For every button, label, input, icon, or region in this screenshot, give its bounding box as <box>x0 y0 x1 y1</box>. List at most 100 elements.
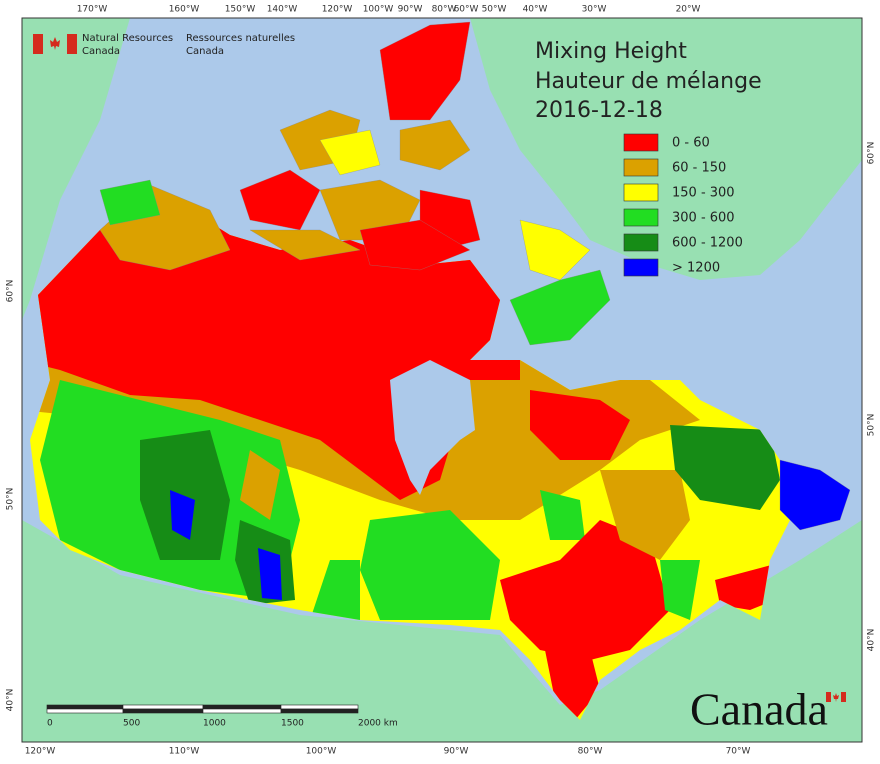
scale-bar: 0 500 1000 1500 2000 km <box>46 704 398 729</box>
map-frame <box>21 17 863 743</box>
legend-swatch <box>623 133 659 152</box>
agency-en: Natural Resources <box>82 33 173 44</box>
mixing-zone <box>530 390 630 460</box>
agency-fr: Canada <box>186 46 224 57</box>
island-zone <box>519 219 591 281</box>
wordmark: Canada <box>690 684 846 735</box>
flag-bar <box>33 34 43 54</box>
graticule-label: 40°W <box>523 5 548 15</box>
title: Hauteur de mélange <box>535 69 762 94</box>
scale-label: 500 <box>123 719 140 729</box>
map-body <box>22 18 862 742</box>
agency-en: Canada <box>82 46 120 57</box>
graticule-label: 140°W <box>267 5 298 15</box>
mixing-zone <box>500 520 670 660</box>
legend-label: > 1200 <box>672 261 720 276</box>
island-zone <box>399 119 471 171</box>
graticule-label: 80°W <box>432 5 457 15</box>
islands <box>99 21 851 531</box>
graticule-label: 50°N <box>6 488 16 511</box>
graticule-label: 110°W <box>169 747 200 757</box>
legend-label: 60 - 150 <box>672 161 726 176</box>
graticule-label: 160°W <box>169 5 200 15</box>
maple-leaf <box>50 37 60 50</box>
hudson-bay <box>390 360 475 495</box>
island-zone <box>379 21 471 121</box>
graticule-label: 60°N <box>6 280 16 303</box>
alaska <box>22 18 130 320</box>
flag-bar <box>826 692 831 702</box>
greenland <box>470 18 862 280</box>
island-zone <box>249 229 361 261</box>
graticule-label: 90°W <box>398 5 423 15</box>
mixing-zone <box>660 560 700 620</box>
scale-label: 1000 <box>203 719 226 729</box>
maple-leaf <box>833 693 839 702</box>
flag-bar <box>67 34 77 54</box>
legend-swatch <box>623 258 659 277</box>
scale-seg <box>280 708 359 714</box>
scale-seg <box>122 708 204 714</box>
graticule-label: 50°W <box>482 5 507 15</box>
graticule-label: 50°N <box>867 414 877 437</box>
legend-label: 300 - 600 <box>672 211 735 226</box>
legend-swatch <box>623 233 659 252</box>
legend-label: 600 - 1200 <box>672 236 743 251</box>
island-zone <box>239 169 321 231</box>
legend-swatch <box>623 183 659 202</box>
legend: 0 - 60 60 - 150 150 - 300 300 - 600 600 - 12… <box>623 133 743 277</box>
title: 2016-12-18 <box>535 98 663 123</box>
mixing-zone <box>170 490 195 540</box>
graticule-label: 40°N <box>6 689 16 712</box>
scale-label: 1500 <box>281 719 304 729</box>
scale-label: 0 <box>47 719 53 729</box>
scale-label: 2000 km <box>358 719 398 729</box>
mixing-zone <box>240 450 280 520</box>
scale-seg <box>280 704 359 710</box>
graticule-label: 30°W <box>582 5 607 15</box>
graticule-label: 60°N <box>867 142 877 165</box>
legend-swatch <box>623 208 659 227</box>
gov-signature: Natural Resources Canada Ressources natu… <box>33 33 295 57</box>
island-zone <box>359 219 471 271</box>
scale-seg <box>202 708 282 714</box>
legend-swatch <box>623 158 659 177</box>
graticule-label: 100°W <box>363 5 394 15</box>
usa <box>22 520 862 742</box>
graticule-label: 170°W <box>77 5 108 15</box>
island-zone <box>99 179 161 226</box>
graticule-label: 150°W <box>225 5 256 15</box>
island-zone <box>319 129 381 176</box>
graticule-label: 100°W <box>306 747 337 757</box>
scale-seg <box>202 704 282 710</box>
mixing-zone <box>600 470 690 560</box>
graticule-label: 90°W <box>444 747 469 757</box>
island-zone <box>779 459 851 531</box>
flag-bar <box>841 692 846 702</box>
legend-label: 150 - 300 <box>672 186 735 201</box>
graticule-label: 60°W <box>454 5 479 15</box>
graticule-label: 80°W <box>578 747 603 757</box>
graticule-label: 20°W <box>676 5 701 15</box>
graticule-label: 70°W <box>726 747 751 757</box>
graticule-label: 40°N <box>867 629 877 652</box>
graticule-label: 120°W <box>322 5 353 15</box>
legend-label: 0 - 60 <box>672 136 710 151</box>
scale-seg <box>46 708 124 714</box>
title-block: Mixing Height Hauteur de mélange 2016-12… <box>535 39 762 123</box>
island-zone <box>509 269 611 346</box>
agency-fr: Ressources naturelles <box>186 33 295 44</box>
mixing-zone <box>140 430 230 560</box>
scale-seg <box>46 704 124 710</box>
mixing-zone <box>540 490 585 540</box>
mixing-zone <box>310 560 360 620</box>
scale-seg <box>122 704 204 710</box>
graticule-labels: 170°W 160°W 150°W 140°W 120°W 100°W 90°W 80°W60… <box>6 5 877 757</box>
wordmark-text: Canada <box>690 684 828 735</box>
mixing-zone <box>258 548 282 600</box>
title: Mixing Height <box>535 39 687 64</box>
mixing-zone <box>360 510 500 620</box>
graticule-label: 120°W <box>25 747 56 757</box>
mixing-zone <box>670 425 780 510</box>
